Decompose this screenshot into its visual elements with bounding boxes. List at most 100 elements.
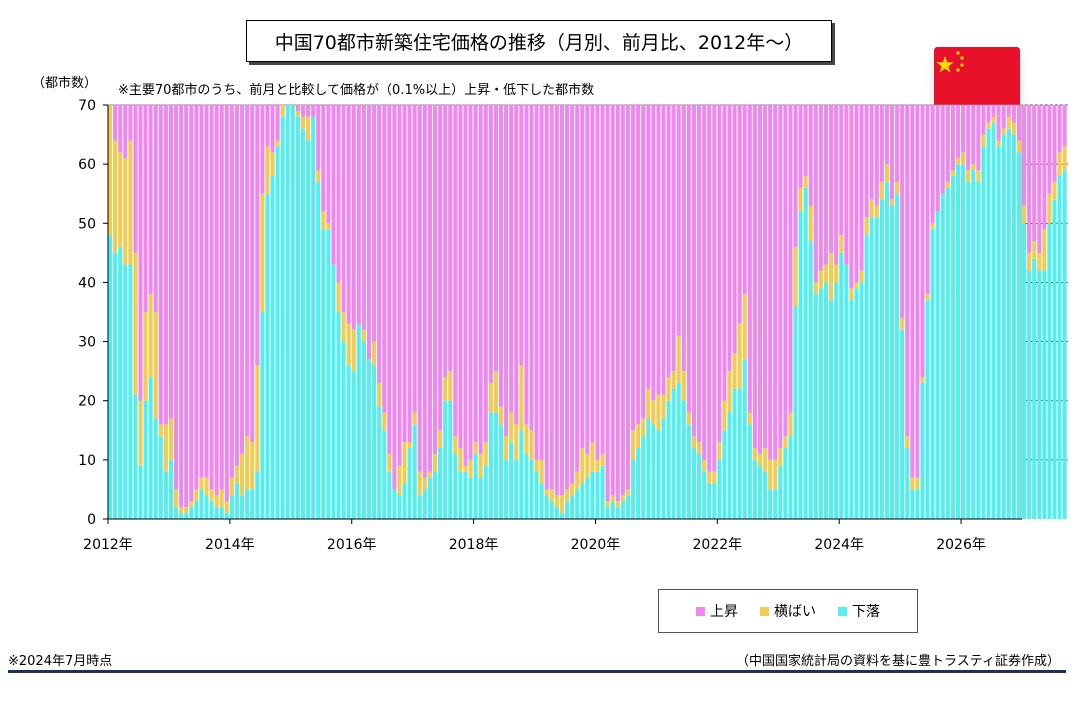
chart-title: 中国70都市新築住宅価格の推移（月別、前月比、2012年〜） [246, 20, 832, 62]
bar-flat [686, 412, 691, 425]
bar-flat [971, 164, 976, 171]
bar-down [864, 235, 869, 519]
bar-up [869, 105, 874, 200]
bar-flat [448, 371, 453, 401]
bar-down [392, 489, 397, 519]
bar-flat [148, 294, 153, 378]
bar-flat [625, 489, 630, 496]
bar-flat [498, 406, 504, 425]
bar-flat [473, 442, 478, 454]
bar-flat [270, 152, 275, 176]
bar-up [940, 105, 945, 194]
bar-up [636, 105, 641, 425]
chart-title-text: 中国70都市新築住宅価格の推移（月別、前月比、2012年〜） [274, 31, 804, 54]
bar-down [955, 164, 961, 519]
bar-up [763, 105, 768, 449]
bar-up [859, 105, 864, 271]
bar-flat [321, 211, 326, 230]
bar-flat [757, 453, 763, 466]
bar-flat [646, 388, 651, 419]
bar-flat [829, 252, 834, 301]
bar-down [981, 146, 986, 519]
bar-up [752, 105, 757, 449]
bar-down [463, 471, 468, 519]
bar-up [240, 105, 245, 454]
bar-down [240, 495, 245, 519]
bar-flat [839, 235, 844, 253]
bar-down [143, 400, 148, 519]
bar-down [813, 294, 818, 519]
bar-flat [849, 288, 854, 301]
bar-down [422, 489, 427, 519]
bar-flat [113, 140, 118, 253]
bar-up [813, 105, 818, 283]
bar-flat [666, 377, 671, 401]
bar-flat [224, 501, 229, 514]
bar-up [661, 105, 666, 395]
bar-flat [1037, 252, 1042, 271]
bar-up [1016, 105, 1021, 141]
bar-down [504, 459, 509, 519]
bar-down [488, 412, 493, 519]
bar-flat [768, 459, 773, 490]
bar-up [529, 105, 534, 431]
bar-up [702, 105, 707, 460]
bar-down [1042, 270, 1047, 519]
bar-down [920, 382, 925, 519]
bar-down [1052, 199, 1057, 519]
bar-up [717, 105, 722, 443]
bar-flat [915, 477, 920, 490]
bar-down [620, 501, 625, 519]
bar-up [534, 105, 539, 460]
bar-up [844, 105, 849, 265]
bar-down [189, 507, 194, 519]
bar-flat [534, 459, 539, 472]
bar-down [1006, 128, 1011, 519]
bar-flat [372, 341, 377, 366]
bar-down [366, 359, 372, 519]
bar-down [844, 264, 849, 519]
bar-up [407, 105, 412, 443]
bar-down [336, 312, 341, 519]
bar-up [229, 105, 234, 478]
bar-flat [280, 105, 285, 117]
bar-down [326, 229, 331, 519]
bar-flat [234, 465, 240, 484]
bar-flat [864, 217, 869, 236]
bar-up [625, 105, 630, 490]
bar-up [686, 105, 691, 413]
bar-down [879, 199, 884, 519]
bar-down [961, 164, 966, 519]
bar-down [417, 495, 422, 519]
bar-down [712, 483, 717, 519]
bar-up [600, 105, 605, 454]
bar-flat [1052, 181, 1057, 200]
bar-flat [895, 181, 900, 194]
bar-up [1022, 105, 1027, 206]
bar-flat [306, 116, 311, 141]
bar-flat [382, 412, 387, 431]
bar-flat [559, 495, 564, 514]
bar-down [123, 264, 128, 519]
bar-flat [133, 252, 138, 395]
bar-flat [1016, 140, 1021, 153]
bar-down [945, 187, 950, 520]
bar-flat [818, 270, 823, 289]
bar-down [717, 459, 722, 519]
bar-down [966, 181, 971, 519]
bar-flat [930, 223, 935, 230]
bar-up [128, 105, 133, 141]
bar-up [839, 105, 844, 236]
legend-label-flat: 横ばい [774, 604, 816, 620]
bar-up [925, 105, 930, 295]
bar-up [1006, 105, 1011, 117]
bar-flat [468, 459, 473, 478]
bar-up [189, 105, 194, 502]
bar-down [823, 282, 829, 519]
bar-up [214, 105, 219, 496]
bar-up [889, 105, 895, 200]
bar-up [174, 105, 179, 490]
bar-down [986, 128, 991, 519]
bar-down [346, 365, 351, 519]
bar-down [646, 418, 651, 519]
